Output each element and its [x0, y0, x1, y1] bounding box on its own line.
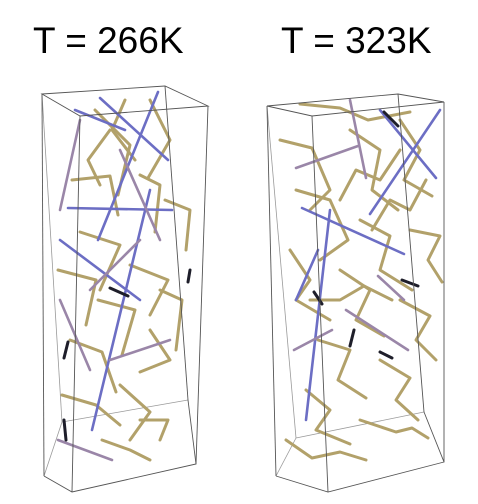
rod-network-left — [56, 90, 192, 462]
simulation-box-right — [266, 93, 445, 493]
polymer-rod — [278, 138, 332, 212]
polymer-rod — [62, 340, 70, 360]
polymer-rod — [58, 238, 142, 302]
polymer-rod — [186, 268, 192, 284]
box-edge — [43, 421, 63, 477]
polymer-rod — [308, 284, 394, 302]
polymer-rod — [300, 206, 406, 256]
box-edge — [266, 105, 297, 439]
polymer-rod — [382, 110, 400, 128]
polymer-rod — [96, 298, 137, 357]
polymer-rod — [398, 118, 434, 198]
polymer-rod — [344, 308, 410, 352]
polymer-rod — [118, 383, 152, 442]
polymer-rod — [68, 338, 118, 394]
polymer-rod — [56, 438, 114, 462]
panel-title-right: T = 323K — [281, 20, 432, 61]
polymer-rod — [304, 208, 332, 422]
polymer-rod — [316, 338, 368, 400]
polymer-rod — [138, 418, 170, 442]
polymer-rod — [108, 286, 130, 298]
box-front-edges — [40, 85, 210, 493]
box-edge — [295, 411, 425, 439]
polymer-rod — [163, 198, 192, 252]
box-edge — [311, 115, 329, 493]
polymer-rod — [118, 148, 162, 242]
polymer-rod — [348, 128, 400, 212]
polymer-rod — [408, 228, 444, 284]
polymer-rod — [378, 350, 394, 360]
polymer-rod — [294, 188, 350, 262]
polymer-rod — [338, 148, 402, 202]
polymer-rod — [108, 338, 172, 362]
polymer-rod — [358, 418, 430, 440]
polymer-rod — [294, 144, 360, 170]
box-edge — [61, 399, 189, 423]
box-back-edges — [266, 105, 425, 477]
polymer-rod — [62, 418, 68, 442]
box-edge — [397, 93, 425, 413]
polymer-rod — [128, 263, 170, 317]
polymer-rod — [378, 358, 420, 422]
polymer-rod — [368, 108, 442, 216]
polymer-rod — [292, 328, 334, 352]
box-top-face — [266, 93, 445, 117]
polymer-rod — [86, 128, 112, 187]
polymer-rod — [138, 328, 172, 374]
polymer-rod — [348, 328, 356, 348]
rod-network-right — [278, 98, 444, 462]
polymer-rod — [146, 98, 172, 180]
polymer-rod — [400, 278, 420, 288]
box-edge — [41, 93, 45, 477]
polymer-rod — [110, 98, 137, 162]
polymer-rod — [378, 108, 438, 180]
polymer-rod — [60, 393, 122, 427]
box-edge — [164, 85, 189, 401]
polymer-rod — [138, 173, 162, 234]
polymer-rod — [100, 438, 152, 462]
polymer-rod — [294, 248, 320, 302]
polymer-rod — [58, 118, 82, 212]
polymer-rod — [73, 108, 127, 132]
simulation-box-left — [40, 85, 210, 493]
box-bottom-face — [43, 399, 197, 493]
polymer-rod — [70, 174, 120, 217]
polymer-rod — [158, 288, 184, 352]
polymer-rod — [304, 388, 352, 446]
polymer-rod — [370, 178, 428, 232]
polymer-rod — [90, 188, 152, 432]
panel-title-left: T = 266K — [33, 20, 184, 61]
box-bottom-face — [275, 411, 445, 493]
polymer-rod — [376, 274, 406, 302]
polymer-rod — [358, 218, 414, 292]
polymer-rod — [348, 98, 368, 180]
polymer-rod — [338, 268, 386, 338]
polymer-rod — [312, 290, 324, 306]
polymer-rod — [98, 96, 170, 162]
box-front-edges — [266, 93, 445, 493]
box-edge — [195, 105, 209, 465]
polymer-rod — [398, 298, 438, 362]
box-edge — [266, 105, 277, 477]
box-edge — [41, 93, 63, 423]
polymer-rod — [88, 238, 142, 292]
box-back-edges — [41, 93, 189, 477]
box-edge — [71, 115, 81, 493]
polymer-rod — [298, 102, 412, 122]
polymer-rod — [66, 206, 174, 212]
polymer-rod — [56, 268, 98, 327]
polymer-rod — [288, 248, 332, 322]
